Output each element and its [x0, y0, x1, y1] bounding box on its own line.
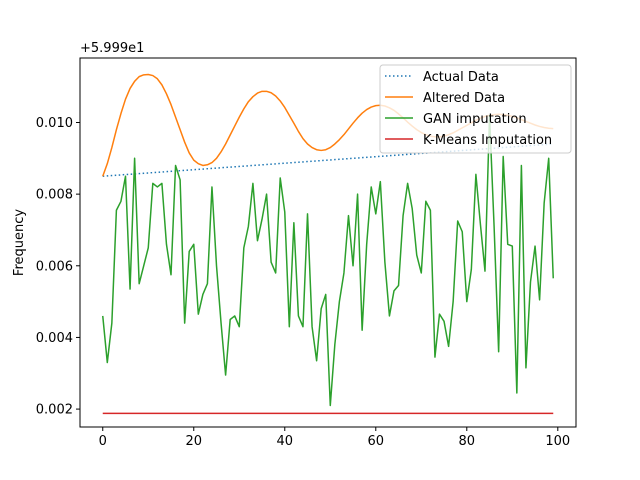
plot-frame: [79, 57, 577, 428]
y-axis: 0.002 0.004 0.006 0.008 0.010: [36, 116, 80, 418]
legend-entry: GAN imputation: [423, 112, 527, 127]
x-tick-label: 60: [368, 434, 385, 449]
x-axis: 0 20 40 60 80 100: [99, 427, 570, 449]
x-tick-label: 20: [185, 434, 202, 449]
y-tick-label: 0.002: [36, 403, 73, 418]
legend: Actual Data Altered Data GAN imputation K-M…: [379, 64, 572, 154]
y-offset-text: +5.999e1: [80, 41, 144, 56]
x-tick-label: 80: [459, 434, 476, 449]
y-tick-label: 0.008: [36, 188, 73, 203]
y-axis-label: Frequency: [12, 209, 27, 276]
y-tick-label: 0.010: [36, 116, 73, 131]
y-tick-label: 0.006: [36, 259, 73, 274]
x-tick-label: 40: [276, 434, 293, 449]
legend-entry: Actual Data: [423, 70, 499, 85]
series-line-gan-imputation: [102, 114, 554, 407]
x-tick-label: 100: [545, 434, 570, 449]
x-tick-label: 0: [99, 434, 107, 449]
legend-box: [379, 64, 572, 154]
legend-entry: K-Means Imputation: [423, 133, 552, 148]
legend-entry: Altered Data: [423, 91, 505, 106]
y-tick-label: 0.004: [36, 331, 73, 346]
